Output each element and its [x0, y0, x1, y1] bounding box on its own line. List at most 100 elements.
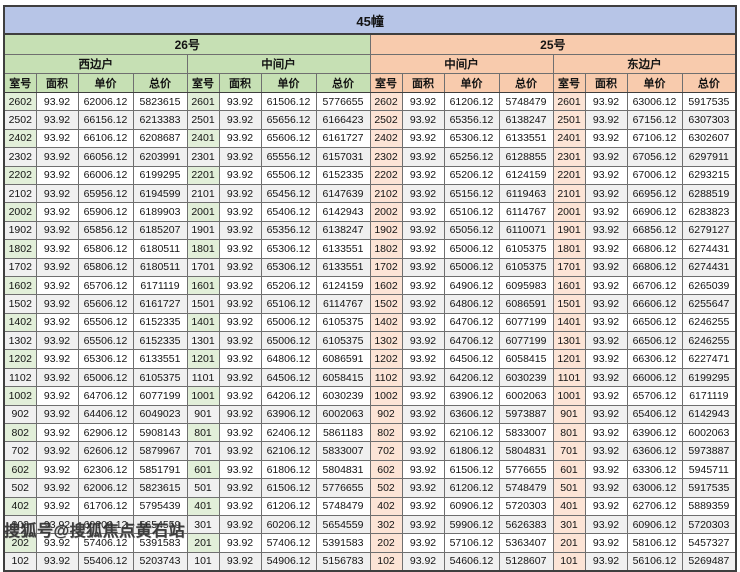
cell-unit-price: 65106.12	[443, 202, 500, 222]
cell-room: 1501	[552, 294, 586, 314]
cell-room: 201	[552, 533, 586, 553]
cell-area: 93.92	[35, 367, 79, 388]
cell-room: 1101	[552, 367, 586, 388]
cell-total-price: 6194599	[132, 183, 188, 204]
cell-unit-price: 65506.12	[77, 312, 134, 333]
cell-unit-price: 64806.12	[260, 349, 317, 369]
cell-unit-price: 66506.12	[626, 312, 683, 333]
table-row: 702 93.92 62606.12 5879967 701 93.92 62106.12 5…	[3, 441, 737, 461]
cell-room: 2302	[369, 147, 403, 167]
cell-unit-price: 62006.12	[77, 91, 134, 112]
cell-room: 1102	[3, 367, 37, 388]
cell-area: 93.92	[218, 294, 262, 314]
cell-total-price: 6077199	[498, 331, 554, 351]
cell-area: 93.92	[584, 128, 628, 149]
cell-total-price: 5748479	[315, 496, 371, 516]
cell-area: 93.92	[401, 275, 445, 296]
cell-room: 2001	[552, 202, 586, 222]
cell-unit-price: 65456.12	[260, 183, 317, 204]
cell-total-price: 5851791	[132, 459, 188, 480]
cell-area: 93.92	[218, 275, 262, 296]
cell-unit-price: 56106.12	[626, 551, 683, 572]
cell-unit-price: 64206.12	[443, 367, 500, 388]
cell-unit-price: 65006.12	[77, 367, 134, 388]
cell-total-price: 5128607	[498, 551, 554, 572]
cell-unit-price: 66006.12	[626, 367, 683, 388]
header-room: 室号	[186, 73, 220, 93]
cell-area: 93.92	[401, 441, 445, 461]
cell-room: 2101	[552, 183, 586, 204]
header-area: 面积	[35, 73, 79, 93]
cell-total-price: 6199295	[681, 367, 737, 388]
cell-area: 93.92	[401, 257, 445, 277]
cell-total-price: 6147639	[315, 183, 371, 204]
cell-unit-price: 65356.12	[260, 220, 317, 241]
cell-total-price: 5776655	[315, 91, 371, 112]
cell-total-price: 5833007	[498, 423, 554, 443]
table-row: 2502 93.92 66156.12 6213383 2501 93.92 65656.1…	[3, 110, 737, 130]
cell-unit-price: 62706.12	[626, 496, 683, 516]
cell-area: 93.92	[218, 404, 262, 425]
cell-area: 93.92	[218, 257, 262, 277]
cell-area: 93.92	[584, 110, 628, 130]
cell-room: 102	[3, 551, 37, 572]
cell-unit-price: 61806.12	[260, 459, 317, 480]
cell-area: 93.92	[584, 202, 628, 222]
cell-total-price: 6166423	[315, 110, 371, 130]
cell-area: 93.92	[584, 294, 628, 314]
cell-unit-price: 66106.12	[77, 128, 134, 149]
cell-room: 1801	[186, 239, 220, 259]
cell-room: 1901	[186, 220, 220, 241]
cell-room: 301	[552, 514, 586, 535]
cell-room: 2301	[552, 147, 586, 167]
cell-area: 93.92	[401, 312, 445, 333]
cell-total-price: 6105375	[315, 331, 371, 351]
cell-unit-price: 64206.12	[260, 386, 317, 406]
price-table-page: 45幢 26号 25号 西边户 中间户 中间户 东边户 室号 面积 单价 总价 …	[3, 5, 738, 572]
cell-area: 93.92	[218, 202, 262, 222]
cell-unit-price: 61206.12	[443, 478, 500, 498]
cell-total-price: 6086591	[315, 349, 371, 369]
cell-total-price: 5823615	[132, 91, 188, 112]
cell-room: 2202	[3, 165, 37, 185]
cell-room: 1502	[369, 294, 403, 314]
cell-room: 1101	[186, 367, 220, 388]
cell-unit-price: 65206.12	[260, 275, 317, 296]
cell-total-price: 5917535	[681, 91, 737, 112]
cell-room: 1201	[552, 349, 586, 369]
cell-total-price: 6246255	[681, 312, 737, 333]
cell-unit-price: 63606.12	[626, 441, 683, 461]
cell-room: 901	[552, 404, 586, 425]
cell-unit-price: 63006.12	[626, 91, 683, 112]
cell-area: 93.92	[584, 404, 628, 425]
cell-room: 302	[369, 514, 403, 535]
cell-room: 601	[186, 459, 220, 480]
cell-area: 93.92	[401, 533, 445, 553]
cell-unit-price: 61206.12	[260, 496, 317, 516]
cell-total-price: 6297911	[681, 147, 737, 167]
cell-total-price: 6157031	[315, 147, 371, 167]
cell-unit-price: 57106.12	[443, 533, 500, 553]
cell-unit-price: 65206.12	[443, 165, 500, 185]
cell-room: 202	[369, 533, 403, 553]
cell-total-price: 6142943	[681, 404, 737, 425]
header-total-price: 总价	[681, 73, 737, 93]
cell-area: 93.92	[35, 239, 79, 259]
cell-area: 93.92	[218, 441, 262, 461]
table-row: 2602 93.92 62006.12 5823615 2601 93.92 61506.1…	[3, 91, 737, 112]
cell-total-price: 6171119	[681, 386, 737, 406]
cell-area: 93.92	[584, 533, 628, 553]
header-room: 室号	[552, 73, 586, 93]
cell-area: 93.92	[35, 496, 79, 516]
cell-area: 93.92	[584, 331, 628, 351]
cell-area: 93.92	[401, 183, 445, 204]
cell-unit-price: 65906.12	[77, 202, 134, 222]
cell-total-price: 5156783	[315, 551, 371, 572]
cell-room: 2002	[3, 202, 37, 222]
cell-unit-price: 67006.12	[626, 165, 683, 185]
cell-room: 2501	[186, 110, 220, 130]
cell-room: 1601	[186, 275, 220, 296]
cell-area: 93.92	[584, 183, 628, 204]
cell-area: 93.92	[401, 478, 445, 498]
cell-room: 1302	[3, 331, 37, 351]
